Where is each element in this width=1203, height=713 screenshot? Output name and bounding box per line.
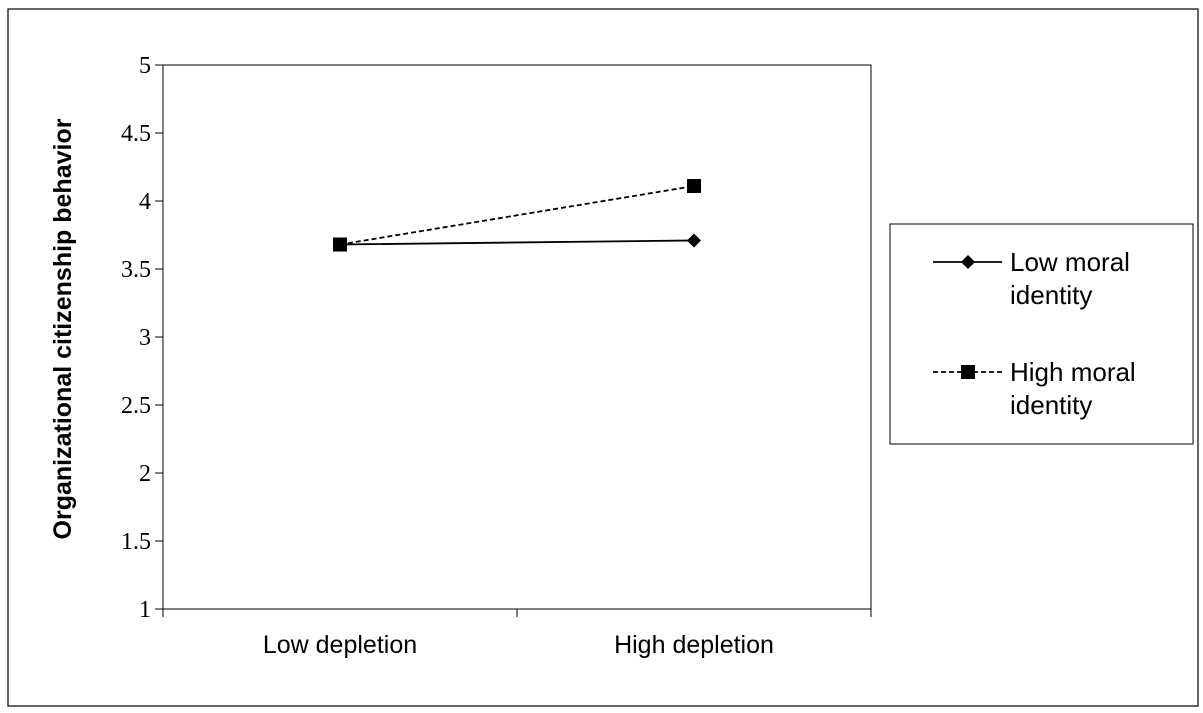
y-tick-label: 3 xyxy=(139,325,151,351)
y-axis-label: Organizational citizenship behavior xyxy=(49,118,77,539)
legend-label: Low moral xyxy=(1010,247,1130,277)
y-tick-label: 5 xyxy=(139,53,151,79)
y-tick-label: 2.5 xyxy=(121,393,151,419)
x-tick-label: High depletion xyxy=(614,631,774,659)
y-tick-label: 1.5 xyxy=(121,529,151,555)
y-tick-label: 4.5 xyxy=(121,121,151,147)
y-tick-label: 3.5 xyxy=(121,257,151,283)
legend-label: identity xyxy=(1010,280,1092,310)
legend-marker xyxy=(961,255,975,269)
high-moral-identity-point xyxy=(333,237,347,252)
series-layer xyxy=(333,179,701,252)
y-axis: 1 1.5 2 2.5 3 3.5 4 4.5 5 xyxy=(121,53,163,623)
figure-border xyxy=(7,8,1199,707)
legend-box xyxy=(889,223,1194,445)
y-tick-label: 2 xyxy=(139,461,151,487)
plot-area xyxy=(162,64,872,610)
legend-label: High moral xyxy=(1010,357,1136,387)
x-tick-label: Low depletion xyxy=(263,631,417,659)
y-tick-label: 4 xyxy=(139,189,151,215)
low-moral-identity-point xyxy=(687,233,701,248)
y-tick-label: 1 xyxy=(139,597,151,623)
legend-label: identity xyxy=(1010,390,1092,420)
series-line-low-moral-identity xyxy=(339,239,695,246)
legend-marker xyxy=(961,365,975,379)
series-line-high-moral-identity xyxy=(339,185,695,246)
x-axis: Low depletion High depletion xyxy=(162,609,872,659)
high-moral-identity-point xyxy=(687,179,701,194)
